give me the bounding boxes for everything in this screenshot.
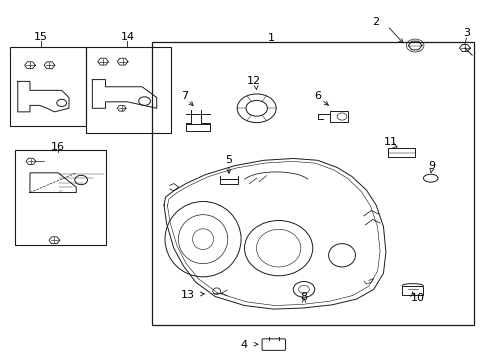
Bar bbox=[86, 47, 171, 134]
Text: 9: 9 bbox=[428, 161, 435, 171]
Bar bbox=[10, 47, 86, 126]
Text: 1: 1 bbox=[267, 33, 274, 43]
Bar bbox=[387, 148, 414, 157]
Text: 12: 12 bbox=[247, 76, 261, 86]
Text: 6: 6 bbox=[313, 91, 321, 101]
Text: 15: 15 bbox=[34, 32, 48, 41]
Text: 14: 14 bbox=[120, 32, 134, 41]
Text: 2: 2 bbox=[372, 17, 379, 27]
Bar bbox=[185, 124, 210, 131]
Text: 5: 5 bbox=[225, 155, 232, 165]
Text: 8: 8 bbox=[300, 292, 307, 302]
Text: 13: 13 bbox=[180, 290, 194, 300]
Text: 10: 10 bbox=[410, 293, 424, 303]
Bar bbox=[401, 286, 423, 295]
Text: 3: 3 bbox=[462, 28, 469, 38]
Text: 11: 11 bbox=[383, 138, 397, 147]
Bar bbox=[152, 42, 473, 325]
Bar bbox=[329, 111, 347, 122]
Bar bbox=[15, 149, 105, 244]
Text: 4: 4 bbox=[241, 340, 247, 350]
Text: 7: 7 bbox=[181, 91, 188, 101]
Text: 16: 16 bbox=[51, 142, 65, 152]
